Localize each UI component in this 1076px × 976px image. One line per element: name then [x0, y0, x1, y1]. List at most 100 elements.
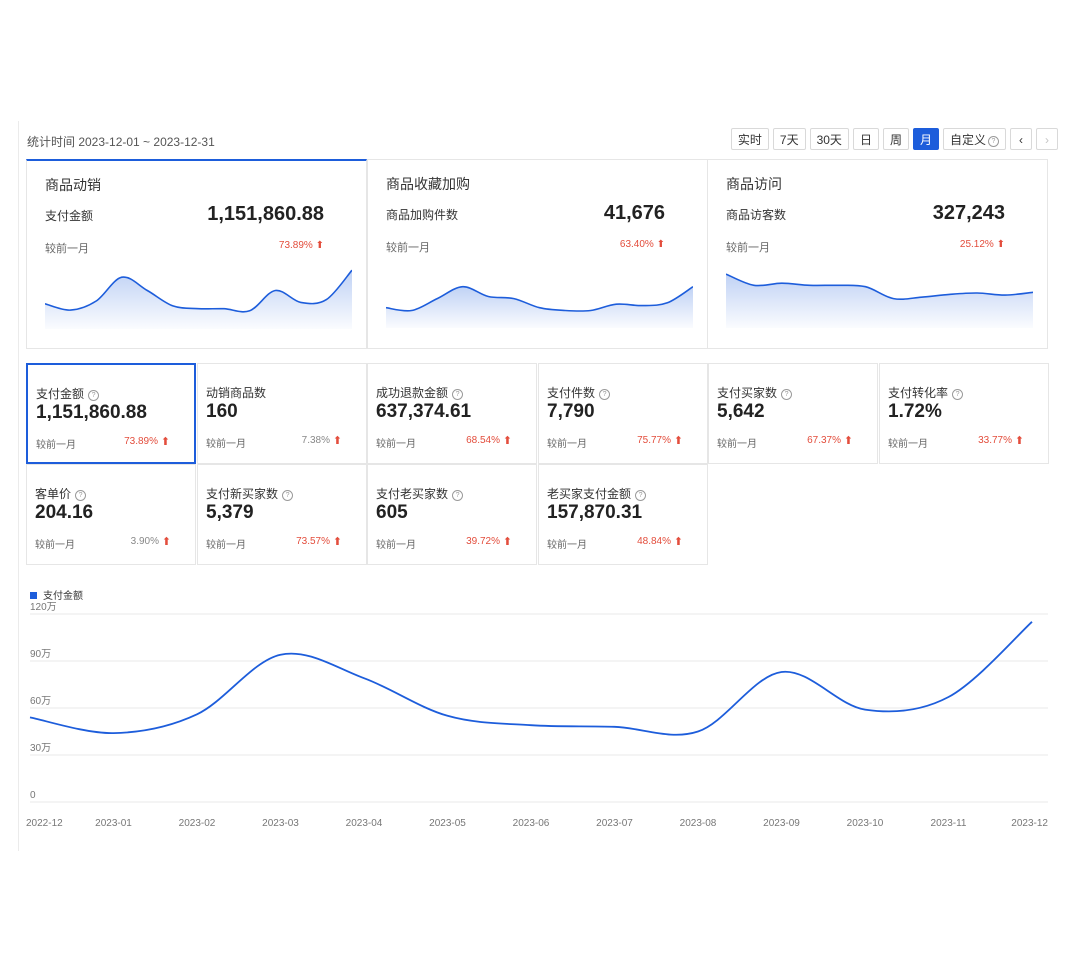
custom-range-label: 自定义 — [949, 133, 986, 147]
series-line-payment-amount — [29, 621, 1033, 736]
trend-card-metric-value: 1,151,860.88 — [207, 203, 324, 225]
next-period-button[interactable]: › — [1036, 128, 1058, 150]
metric-value: 1,151,860.88 — [36, 402, 147, 423]
metric-name: 动销商品数 — [206, 384, 266, 401]
metric-name-label: 支付金额 — [36, 387, 85, 401]
period-button-day[interactable]: 日 — [852, 128, 879, 150]
metric-card[interactable]: 客单价? 204.16 较前一月 3.90% ⬆ — [26, 464, 196, 565]
trend-card-favorites-cart[interactable]: 商品收藏加购 商品加购件数 41,676 较前一月 63.40% ⬆ — [367, 159, 708, 349]
metric-card[interactable]: 支付件数? 7,790 较前一月 75.77% ⬆ — [538, 363, 708, 464]
help-icon[interactable]: ? — [452, 389, 464, 400]
arrow-up-icon: ⬆ — [312, 240, 324, 251]
y-tick-label: 0 — [30, 790, 36, 801]
metric-name-label: 老买家支付金额 — [547, 487, 632, 501]
metric-compare-label: 较前一月 — [206, 540, 246, 551]
arrow-up-icon: ⬆ — [332, 435, 342, 447]
prev-period-button[interactable]: ‹ — [1010, 128, 1032, 150]
trend-card-sparkline — [726, 273, 1033, 328]
x-tick-label: 2023-11 — [931, 818, 967, 829]
metric-name: 成功退款金额? — [376, 384, 464, 401]
period-button-realtime[interactable]: 实时 — [730, 128, 769, 150]
trend-card-product-sales[interactable]: 商品动销 支付金额 1,151,860.88 较前一月 73.89% ⬆ — [26, 159, 367, 349]
metric-compare-label: 较前一月 — [35, 540, 75, 551]
metric-name: 支付新买家数? — [206, 485, 294, 502]
trend-card-change: 63.40% ⬆ — [620, 239, 665, 250]
trend-card-change-value: 63.40% — [619, 239, 654, 250]
trend-card-sparkline — [386, 285, 693, 328]
legend-swatch — [30, 592, 37, 599]
help-icon[interactable]: ? — [75, 490, 87, 501]
help-icon[interactable]: ? — [452, 490, 464, 501]
metric-card[interactable]: 动销商品数 160 较前一月 7.38% ⬆ — [197, 363, 367, 464]
x-tick-label: 2023-10 — [847, 818, 884, 829]
trend-card-metric-label: 商品加购件数 — [386, 208, 459, 222]
metric-value: 204.16 — [35, 502, 94, 523]
metric-value: 7,790 — [547, 401, 595, 422]
help-icon[interactable]: ? — [781, 389, 793, 400]
metric-compare-label: 较前一月 — [376, 439, 416, 450]
metric-card[interactable]: 支付金额? 1,151,860.88 较前一月 73.89% ⬆ — [26, 363, 196, 464]
x-tick-label: 2023-08 — [680, 818, 717, 829]
metric-change: 75.77% — [637, 435, 671, 446]
custom-range-button[interactable]: 自定义? — [942, 128, 1006, 150]
help-icon[interactable]: ? — [599, 389, 611, 400]
x-tick-label: 2023-03 — [262, 818, 299, 829]
metric-name: 支付转化率? — [888, 384, 964, 401]
metric-value: 157,870.31 — [547, 502, 643, 523]
arrow-up-icon: ⬆ — [993, 239, 1005, 250]
metric-name-label: 支付新买家数 — [206, 487, 279, 501]
x-tick-label: 2023-01 — [95, 818, 132, 829]
metric-change: 73.57% — [296, 536, 330, 547]
chart-legend[interactable]: 支付金额 — [30, 587, 83, 602]
metric-name-label: 支付件数 — [547, 386, 596, 400]
metric-card[interactable]: 成功退款金额? 637,374.61 较前一月 68.54% ⬆ — [367, 363, 537, 464]
legend-label: 支付金额 — [43, 591, 83, 602]
arrow-up-icon: ⬆ — [502, 435, 512, 447]
metric-change: 48.84% — [637, 536, 671, 547]
period-button-week[interactable]: 周 — [882, 128, 909, 150]
y-tick-label: 90万 — [30, 649, 51, 660]
trend-card-product-visits[interactable]: 商品访问 商品访客数 327,243 较前一月 25.12% ⬆ — [707, 159, 1048, 349]
metric-compare-label: 较前一月 — [36, 440, 76, 451]
metric-name-label: 动销商品数 — [206, 386, 267, 400]
metric-card[interactable]: 支付新买家数? 5,379 较前一月 73.57% ⬆ — [197, 464, 367, 565]
metric-value: 160 — [206, 401, 238, 422]
metric-name: 支付件数? — [547, 384, 611, 401]
period-button-group: 实时 7天 30天 日 周 月 自定义? ‹ › — [730, 128, 1058, 150]
help-icon[interactable]: ? — [282, 490, 294, 501]
metric-card[interactable]: 支付转化率? 1.72% 较前一月 33.77% ⬆ — [879, 363, 1049, 464]
help-icon[interactable]: ? — [952, 389, 964, 400]
arrow-up-icon: ⬆ — [161, 536, 171, 548]
chevron-left-icon: ‹ — [1019, 133, 1023, 147]
period-button-month[interactable]: 月 — [912, 128, 939, 150]
toolbar: 统计时间 2023-12-01 ~ 2023-12-31 实时 7天 30天 日… — [18, 121, 1058, 159]
sparkline-line — [726, 273, 1033, 301]
metric-card[interactable]: 支付买家数? 5,642 较前一月 67.37% ⬆ — [708, 363, 878, 464]
metric-value: 1.72% — [888, 401, 942, 422]
x-tick-label: 2023-02 — [179, 818, 216, 829]
trend-card-change-value: 73.89% — [278, 240, 313, 251]
trend-card-title: 商品访问 — [726, 176, 782, 192]
sparkline-line — [386, 285, 693, 312]
help-icon[interactable]: ? — [88, 390, 100, 401]
y-tick-label: 120万 — [30, 602, 57, 613]
metric-name-label: 客单价 — [35, 487, 72, 501]
trend-card-change: 25.12% ⬆ — [960, 239, 1005, 250]
x-tick-label: 2023-06 — [513, 818, 550, 829]
metric-change: 73.89% — [124, 436, 158, 447]
arrow-up-icon: ⬆ — [160, 436, 170, 448]
metric-card[interactable]: 支付老买家数? 605 较前一月 39.72% ⬆ — [367, 464, 537, 565]
y-tick-label: 30万 — [30, 743, 51, 754]
period-button-30d[interactable]: 30天 — [809, 128, 849, 150]
metric-compare-label: 较前一月 — [206, 439, 246, 450]
period-button-7d[interactable]: 7天 — [772, 128, 806, 150]
metric-name-label: 支付转化率 — [888, 386, 949, 400]
metric-compare-label: 较前一月 — [888, 439, 928, 450]
x-tick-label: 2023-12 — [1011, 818, 1048, 829]
sparkline-area — [726, 274, 1033, 328]
metric-card[interactable]: 老买家支付金额? 157,870.31 较前一月 48.84% ⬆ — [538, 464, 708, 565]
trend-card-title: 商品收藏加购 — [386, 176, 470, 192]
help-icon[interactable]: ? — [635, 490, 647, 501]
arrow-up-icon: ⬆ — [502, 536, 512, 548]
metric-name: 客单价? — [35, 485, 87, 502]
